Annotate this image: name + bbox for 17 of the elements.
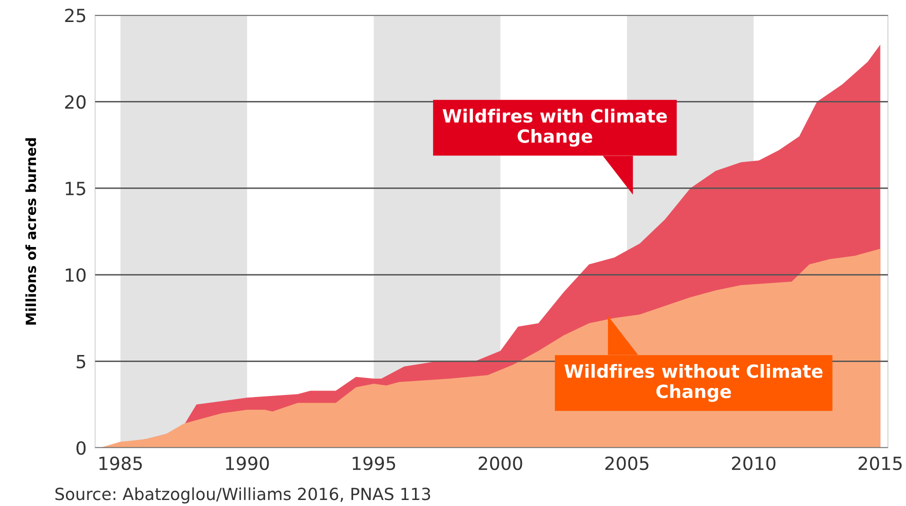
x-tick-label: 1995 [352, 456, 396, 470]
x-tick-label: 2015 [858, 456, 902, 470]
x-tick-label: 2010 [732, 456, 776, 470]
y-tick-label: 25 [65, 8, 86, 22]
y-tick-label: 0 [76, 441, 86, 455]
y-tick-label: 15 [66, 182, 86, 196]
x-tick-label: 1990 [226, 456, 269, 470]
x-tick-label: 2005 [605, 456, 648, 470]
text: Wildfires with Climate Change [442, 108, 667, 147]
source-note: Source: Abatzoglou/Williams 2016, PNAS 113 [55, 487, 430, 504]
y-tick-label: 10 [66, 268, 86, 282]
y-axis-title: Millions of acres burned [25, 138, 36, 325]
x-tick-label: 2000 [478, 456, 522, 470]
series-label: Wildfires without Climate Change [564, 364, 823, 402]
x-tick-label: 1985 [99, 456, 142, 470]
y-tick-label: 5 [76, 354, 86, 368]
y-tick-label: 20 [65, 95, 86, 109]
